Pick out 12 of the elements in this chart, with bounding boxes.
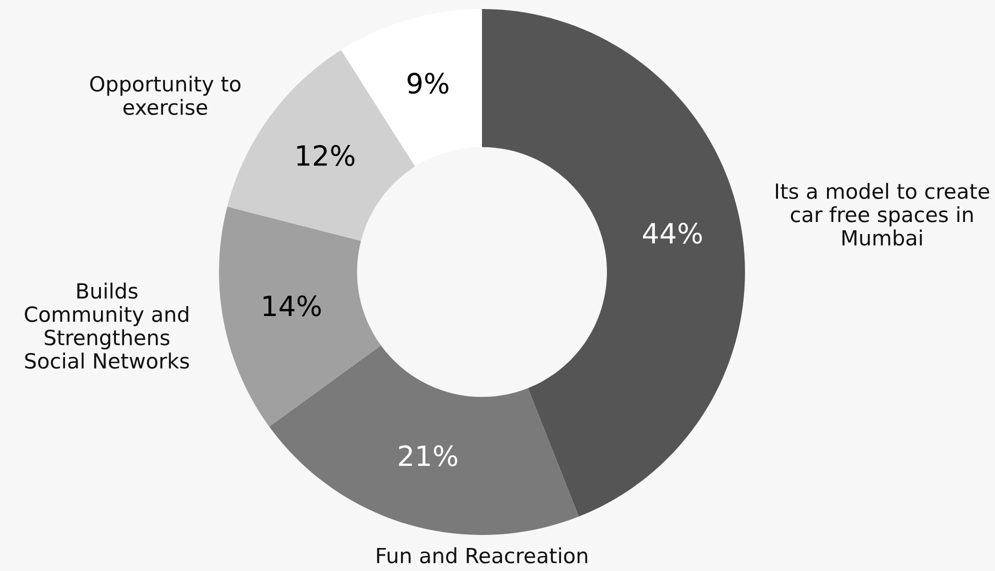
data-label: 44% [643, 222, 702, 244]
donut-slice [482, 9, 745, 517]
slice-label: Fun and Reacreation [377, 547, 588, 564]
data-label: 9% [408, 72, 448, 94]
data-label: 12% [297, 145, 354, 166]
donut-slice [269, 345, 579, 535]
data-label: 14% [264, 295, 321, 316]
slice-label: Builds Community and Strengthens Social Networks [24, 282, 189, 369]
slice-label: Its a model to create car free spaces in Mumbai [776, 182, 990, 246]
slice-label: Opportunity to exercise [90, 76, 240, 116]
data-label: 21% [399, 445, 458, 466]
donut-slice [219, 206, 381, 427]
